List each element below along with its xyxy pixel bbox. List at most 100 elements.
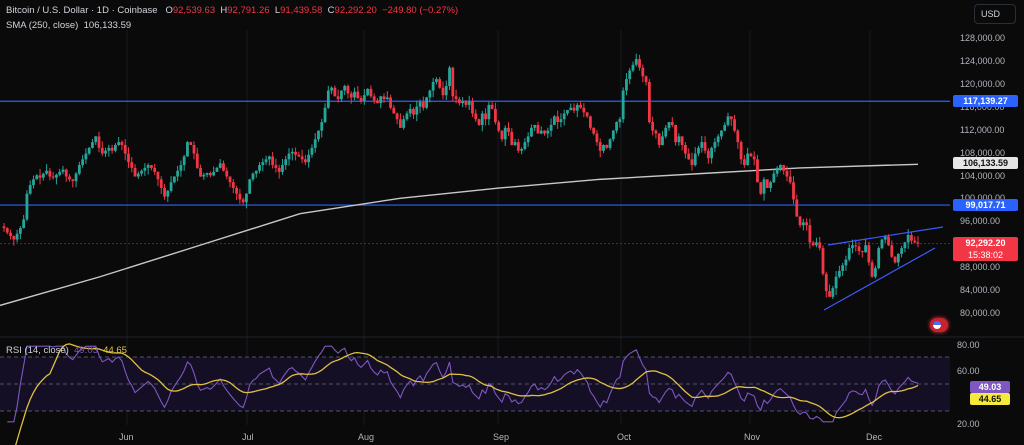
candle-down — [703, 142, 707, 151]
candle-down — [805, 222, 809, 226]
resistance-price-tag: 117,139.27 — [953, 95, 1018, 107]
candle-down — [222, 163, 225, 171]
candle-up — [84, 153, 88, 160]
candle-up — [326, 90, 330, 108]
candle-up — [408, 108, 412, 114]
candle-down — [195, 153, 199, 168]
candle-up — [526, 136, 530, 143]
candle-down — [159, 179, 163, 188]
candle-up — [562, 113, 566, 120]
symbol-title[interactable]: Bitcoin / U.S. Dollar · 1D · Coinbase — [6, 5, 158, 16]
candle-up — [880, 239, 884, 249]
candle-up — [248, 179, 252, 194]
candle-up — [625, 79, 628, 91]
sma-legend[interactable]: SMA (250, close) 106,133.59 — [6, 20, 131, 31]
candle-up — [15, 233, 19, 240]
support-price-tag: 99,017.71 — [953, 199, 1018, 211]
price-tick: 84,000.00 — [960, 285, 1001, 296]
candle-up — [779, 165, 782, 168]
candle-down — [798, 216, 802, 226]
close-value: 92,292.20 — [334, 5, 377, 16]
candle-up — [723, 124, 727, 131]
open-label: O — [165, 5, 173, 16]
candle-down — [421, 102, 425, 108]
candle-up — [520, 149, 524, 151]
rsi-legend[interactable]: RSI (14, close) 49.03 44.65 — [6, 345, 127, 356]
candle-up — [353, 91, 356, 98]
currency-button[interactable]: USD — [974, 4, 1016, 24]
candle-down — [133, 167, 137, 177]
candle-up — [906, 234, 910, 243]
candle-up — [831, 288, 835, 297]
candle-down — [824, 273, 828, 292]
candle-up — [143, 167, 147, 171]
price-tick: 112,000.00 — [960, 124, 1005, 135]
candle-up — [104, 150, 107, 154]
candle-up — [166, 190, 170, 197]
candle-down — [235, 187, 238, 194]
candle-down — [51, 176, 55, 178]
candle-up — [35, 175, 39, 180]
candle-up — [628, 70, 632, 80]
candle-down — [651, 122, 655, 131]
candle-up — [61, 169, 65, 172]
candle-up — [55, 174, 58, 178]
candle-down — [759, 182, 763, 194]
rsi-line — [7, 345, 919, 423]
candle-down — [372, 96, 376, 101]
low-value: 91,439.58 — [280, 5, 323, 16]
candle-down — [336, 96, 340, 100]
candle-down — [916, 242, 920, 244]
time-label-jul: Jul — [242, 432, 254, 442]
candle-up — [366, 88, 370, 96]
candle-up — [815, 242, 818, 246]
candle-down — [100, 147, 104, 154]
candle-down — [130, 162, 134, 168]
candle-up — [480, 113, 484, 125]
candle-down — [579, 104, 582, 108]
candle-up — [205, 173, 209, 175]
candle-up — [415, 106, 419, 115]
sma-label: SMA (250, close) — [6, 20, 79, 31]
candle-up — [245, 193, 248, 203]
candle-down — [484, 113, 487, 120]
candle-up — [77, 165, 81, 174]
candle-up — [634, 59, 638, 65]
candle-down — [638, 59, 641, 68]
candle-down — [582, 107, 586, 113]
candle-up — [713, 142, 717, 148]
candle-down — [857, 246, 861, 251]
candle-up — [212, 171, 216, 176]
candle-up — [903, 242, 907, 249]
rsi-ma-line — [15, 343, 919, 445]
candle-up — [140, 170, 143, 174]
candle-down — [71, 179, 75, 182]
candle-up — [313, 139, 317, 148]
candle-up — [81, 159, 85, 166]
candle-down — [333, 87, 337, 97]
price-tick: 88,000.00 — [960, 262, 1001, 273]
candle-up — [503, 127, 507, 140]
candle-down — [687, 153, 691, 160]
candle-up — [169, 182, 173, 191]
candle-down — [647, 81, 651, 123]
candle-up — [317, 130, 320, 140]
candle-up — [310, 147, 314, 155]
change-value: −249.80 (−0.27%) — [382, 5, 459, 16]
candle-down — [641, 67, 645, 77]
candle-down — [749, 153, 753, 157]
candle-down — [474, 113, 478, 120]
candle-up — [323, 107, 327, 123]
candle-up — [900, 248, 904, 254]
candle-down — [742, 159, 746, 166]
candle-down — [277, 167, 281, 172]
candle-up — [769, 182, 772, 188]
candle-down — [674, 124, 677, 143]
candle-down — [595, 133, 599, 143]
us-flag-events-icon[interactable] — [930, 318, 948, 332]
candle-up — [425, 97, 429, 108]
candle-up — [533, 124, 537, 128]
candle-down — [441, 87, 445, 96]
